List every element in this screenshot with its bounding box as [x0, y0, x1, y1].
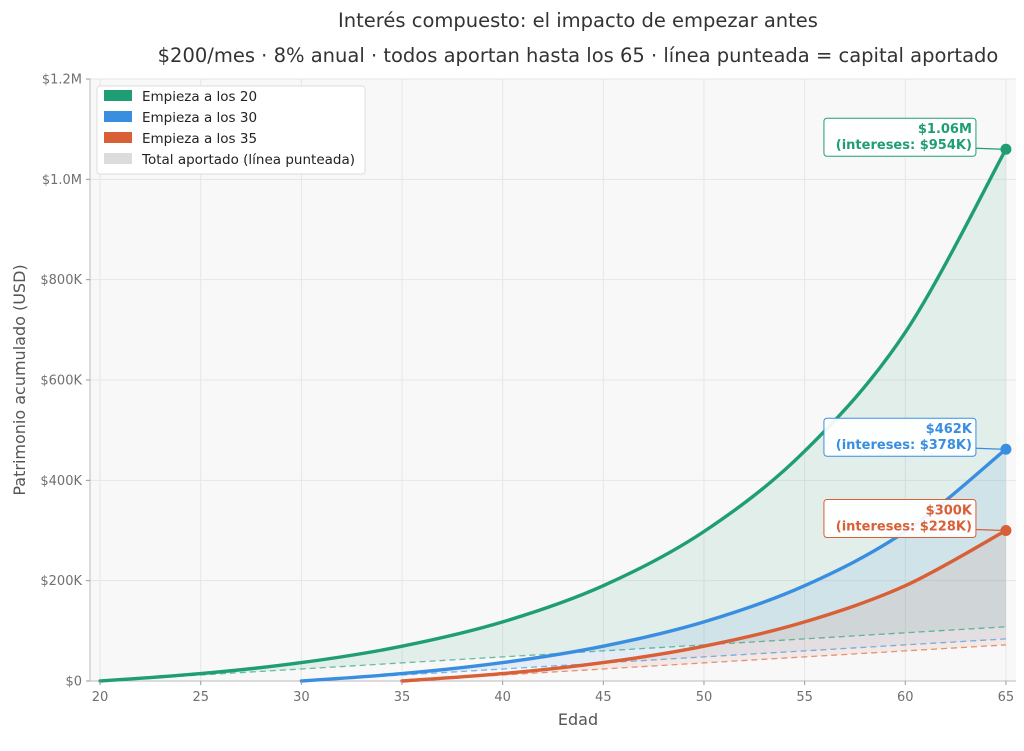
- legend-swatch: [104, 111, 132, 122]
- x-tick-label: 25: [192, 690, 209, 705]
- annotation-box: [823, 117, 977, 157]
- end-points: [1000, 143, 1012, 536]
- x-axis-ticks: 20 25 30 35 40 45 50 55 60 65: [92, 681, 1014, 705]
- annotation-box: [823, 417, 977, 457]
- legend-label: Empieza a los 30: [142, 110, 257, 126]
- annotation-interest: (intereses: $228K): [836, 520, 972, 535]
- legend: Empieza a los 20 Empieza a los 30 Empieza …: [96, 85, 366, 175]
- y-axis-ticks: $0 $200K $400K $600K $800K $1.0M $1.2M: [40, 73, 90, 690]
- x-tick-label: 65: [998, 690, 1015, 705]
- legend-label: Empieza a los 35: [142, 131, 257, 147]
- line-empieza-a-los-35: [400, 528, 1008, 683]
- end-point-empieza-a-los-20: [1000, 143, 1012, 155]
- x-tick-label: 55: [796, 690, 813, 705]
- chart-title: Interés compuesto: el impacto de empezar…: [338, 9, 818, 32]
- y-tick-label: $1.2M: [42, 73, 82, 88]
- y-tick-label: $1.0M: [42, 173, 82, 188]
- annotation-interest: (intereses: $954K): [836, 138, 972, 153]
- annotation-value: $462K: [926, 422, 973, 437]
- grid-lines: [89, 78, 1016, 682]
- annotation-value: $300K: [926, 504, 973, 519]
- legend-box: [96, 85, 366, 175]
- y-tick-label: $200K: [40, 574, 82, 589]
- y-axis-label: Patrimonio acumulado (USD): [10, 264, 29, 495]
- x-tick-label: 35: [394, 690, 411, 705]
- y-tick-label: $400K: [40, 474, 82, 489]
- y-tick-label: $0: [65, 675, 82, 690]
- fill-areas: [100, 149, 1006, 681]
- legend-swatch: [104, 90, 132, 101]
- area-empieza-a-los-30: [301, 449, 1006, 681]
- area-empieza-a-los-35: [402, 530, 1006, 681]
- annotation-value: $1.06M: [918, 122, 972, 137]
- x-tick-label: 40: [494, 690, 511, 705]
- end-point-empieza-a-los-35: [1000, 525, 1012, 536]
- legend-label: Empieza a los 20: [142, 89, 257, 105]
- x-tick-label: 50: [696, 690, 713, 705]
- annotation-box: [823, 499, 977, 538]
- annotations: $1.06M(intereses: $954K)$462K(intereses:…: [823, 117, 1003, 538]
- legend-swatch: [104, 153, 132, 164]
- contribution-line-empieza-a-los-30: [301, 638, 1006, 682]
- chart-subtitle: $200/mes · 8% anual · todos aportan hast…: [157, 44, 999, 67]
- x-tick-label: 60: [897, 690, 914, 705]
- area-empieza-a-los-20: [100, 149, 1006, 681]
- annotation-leader: [975, 147, 1003, 150]
- y-tick-label: $800K: [40, 273, 82, 288]
- x-tick-label: 45: [595, 690, 612, 705]
- y-tick-label: $600K: [40, 374, 82, 389]
- legend-label: Total aportado (línea punteada): [141, 152, 355, 168]
- annotation-interest: (intereses: $378K): [836, 438, 972, 453]
- annotation-leader: [975, 447, 1003, 450]
- annotation-leader: [975, 528, 1003, 532]
- legend-swatch: [104, 132, 132, 143]
- end-point-empieza-a-los-30: [1000, 443, 1012, 455]
- x-tick-label: 30: [293, 690, 310, 705]
- x-tick-label: 20: [92, 690, 109, 705]
- line-empieza-a-los-20: [98, 147, 1008, 683]
- x-axis-label: Edad: [558, 710, 598, 729]
